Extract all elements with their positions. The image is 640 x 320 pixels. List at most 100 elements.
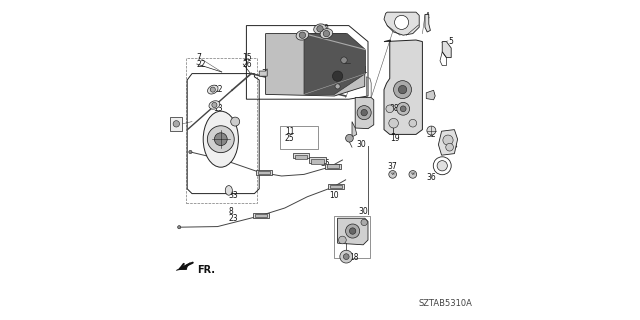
Circle shape	[212, 102, 217, 108]
Circle shape	[409, 171, 417, 178]
Text: 20: 20	[396, 21, 405, 30]
Text: 40: 40	[300, 31, 309, 40]
Text: 5: 5	[448, 37, 453, 46]
Bar	[328, 184, 344, 189]
Circle shape	[357, 106, 371, 120]
Circle shape	[346, 134, 353, 142]
Circle shape	[341, 57, 347, 63]
Text: 34: 34	[173, 120, 182, 129]
Polygon shape	[425, 14, 430, 32]
Text: 36: 36	[426, 173, 436, 182]
Text: 10: 10	[330, 191, 339, 200]
Polygon shape	[176, 262, 191, 270]
Text: 31: 31	[334, 82, 344, 91]
Text: FR.: FR.	[197, 265, 215, 276]
Bar	[327, 164, 339, 168]
Circle shape	[210, 87, 215, 92]
Circle shape	[361, 219, 367, 226]
Bar	[255, 214, 267, 217]
Bar	[311, 159, 324, 164]
Text: 13: 13	[212, 104, 223, 113]
Text: 1: 1	[390, 127, 394, 136]
Text: 21: 21	[358, 66, 368, 75]
Circle shape	[340, 250, 353, 263]
Text: 38: 38	[390, 104, 399, 113]
Circle shape	[386, 105, 394, 113]
Polygon shape	[304, 34, 365, 94]
Text: 26: 26	[243, 60, 252, 68]
Circle shape	[401, 106, 406, 112]
Ellipse shape	[225, 186, 232, 195]
Text: 4: 4	[425, 12, 430, 20]
Ellipse shape	[320, 29, 333, 38]
Circle shape	[335, 84, 340, 89]
Bar	[186, 58, 257, 203]
Bar	[334, 216, 370, 258]
Text: 25: 25	[285, 134, 294, 143]
Bar	[253, 213, 269, 218]
Text: 37: 37	[387, 162, 397, 171]
Text: 40: 40	[320, 24, 330, 33]
Text: 17: 17	[334, 72, 344, 81]
Bar	[292, 153, 309, 158]
Text: 30: 30	[357, 140, 367, 148]
Text: 2: 2	[396, 15, 400, 24]
Ellipse shape	[209, 101, 220, 109]
Circle shape	[317, 26, 323, 32]
Text: 24: 24	[358, 114, 368, 123]
Polygon shape	[384, 12, 419, 35]
Ellipse shape	[204, 111, 239, 167]
Circle shape	[349, 228, 356, 234]
Text: 9: 9	[358, 108, 364, 116]
Polygon shape	[355, 98, 374, 129]
Circle shape	[388, 118, 398, 128]
Polygon shape	[384, 40, 422, 134]
Circle shape	[214, 133, 227, 146]
Polygon shape	[352, 122, 357, 137]
Circle shape	[394, 15, 409, 29]
Bar	[259, 171, 270, 174]
Text: 8: 8	[229, 207, 234, 216]
Polygon shape	[438, 130, 458, 155]
Ellipse shape	[314, 24, 326, 34]
Circle shape	[397, 102, 410, 115]
Polygon shape	[259, 69, 268, 76]
Circle shape	[361, 109, 367, 116]
Circle shape	[443, 135, 453, 145]
Polygon shape	[442, 42, 451, 58]
Polygon shape	[426, 90, 435, 100]
Circle shape	[388, 171, 396, 178]
Bar	[170, 117, 182, 131]
Text: 22: 22	[197, 60, 206, 68]
Circle shape	[409, 119, 417, 127]
Circle shape	[207, 126, 234, 153]
Circle shape	[346, 224, 360, 238]
Circle shape	[437, 161, 447, 171]
Text: 23: 23	[229, 214, 239, 223]
Circle shape	[189, 150, 192, 154]
Bar	[295, 155, 307, 159]
Text: 3: 3	[358, 60, 364, 68]
Circle shape	[323, 30, 330, 37]
Text: 14: 14	[448, 141, 458, 150]
Polygon shape	[338, 218, 368, 245]
Bar	[309, 157, 326, 163]
Circle shape	[427, 126, 436, 135]
Bar	[325, 164, 341, 169]
Text: SZTAB5310A: SZTAB5310A	[418, 299, 472, 308]
Text: 29: 29	[426, 92, 436, 100]
Bar	[330, 185, 342, 188]
Circle shape	[339, 236, 346, 244]
Circle shape	[433, 157, 451, 175]
Text: 35: 35	[320, 159, 330, 168]
Text: 19: 19	[390, 134, 399, 143]
Ellipse shape	[207, 85, 218, 94]
Circle shape	[394, 81, 412, 99]
Circle shape	[446, 143, 453, 151]
Text: 15: 15	[243, 53, 252, 62]
Text: 11: 11	[285, 127, 294, 136]
Text: 12: 12	[212, 85, 222, 94]
Circle shape	[300, 32, 306, 38]
Text: 32: 32	[426, 130, 436, 139]
Circle shape	[333, 71, 343, 81]
